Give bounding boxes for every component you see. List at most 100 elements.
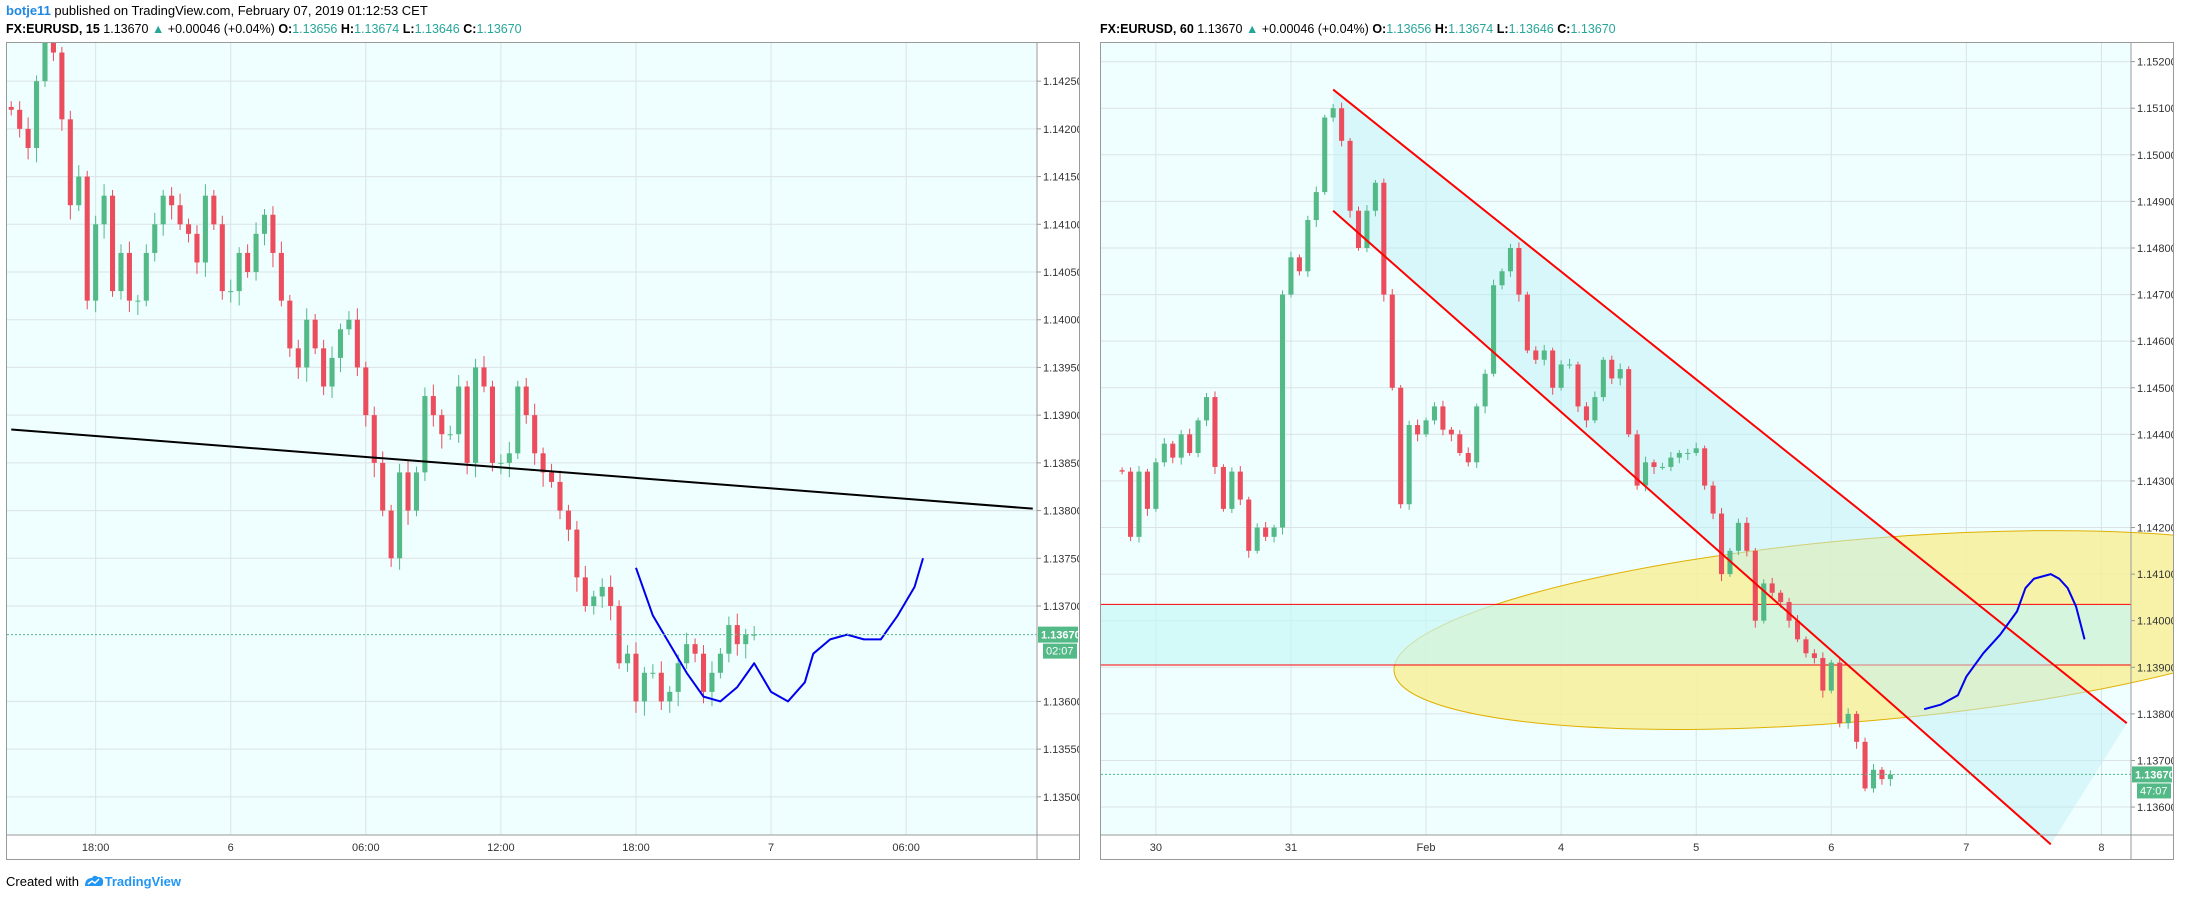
candle-body	[1550, 350, 1556, 388]
candle-body	[489, 386, 495, 463]
right-symbol[interactable]: FX:EURUSD, 60	[1100, 22, 1194, 36]
right-chart-panel[interactable]: 1.15200 1.15100 1.15000 1.14900 1.14800 1.147…	[1100, 42, 2192, 860]
candle-body	[717, 653, 723, 673]
candle-body	[1727, 550, 1733, 575]
candle-body	[1617, 369, 1623, 379]
tradingview-brand[interactable]: TradingView	[104, 874, 181, 889]
candle-body	[169, 195, 175, 206]
channel-fill	[1333, 89, 2127, 845]
candle-body	[101, 195, 107, 225]
candle-body	[34, 81, 40, 148]
candle-body	[304, 319, 310, 368]
x-tick-label: 4	[1558, 842, 1564, 854]
candle-body	[1600, 359, 1606, 398]
candle-body	[76, 176, 82, 206]
candle-body	[1575, 364, 1581, 407]
candle-body	[734, 625, 740, 645]
candle-body	[751, 634, 757, 636]
candle-body	[1271, 527, 1277, 537]
y-tick-label: 1.13500	[1043, 792, 1079, 804]
candle-body	[59, 52, 65, 120]
created-with-text: Created with	[6, 874, 79, 889]
candle-body	[641, 672, 647, 702]
countdown-text: 02:07	[1046, 646, 1074, 658]
candle-body	[574, 529, 580, 578]
candle-body	[1263, 527, 1269, 537]
candle-body	[1761, 583, 1767, 621]
candle-body	[1288, 257, 1294, 295]
candle-body	[1524, 294, 1530, 351]
candle-body	[93, 224, 99, 301]
right-low: 1.13646	[1508, 22, 1554, 36]
left-chart-panel[interactable]: 1.14250 1.14200 1.14150 1.14100 1.14050 1.140…	[6, 2, 1083, 860]
candle-body	[1220, 466, 1226, 509]
x-tick-label: 7	[1963, 842, 1969, 854]
candle-body	[1828, 662, 1834, 691]
right-chart-legend: FX:EURUSD, 60 1.13670 ▲ +0.00046 (+0.04%…	[1100, 22, 1616, 36]
left-symbol[interactable]: FX:EURUSD, 15	[6, 22, 100, 36]
candle-body	[633, 653, 639, 702]
candle-body	[1558, 364, 1564, 388]
y-tick-label: 1.13550	[1043, 744, 1079, 756]
y-tick-label: 1.14250	[1043, 76, 1079, 88]
tradingview-logo-icon[interactable]	[83, 874, 105, 891]
candle-body	[625, 653, 631, 664]
projection-curve	[1923, 573, 2086, 711]
candle-body	[1643, 462, 1649, 486]
candle-body	[1702, 448, 1708, 486]
candle-body	[202, 195, 208, 263]
candle-body	[515, 386, 521, 454]
candle-body	[599, 586, 605, 597]
candle-body	[1693, 448, 1699, 453]
candle-body	[1786, 602, 1792, 621]
left-open: 1.13656	[292, 22, 338, 36]
candle-body	[1440, 406, 1446, 430]
candle-body	[1634, 434, 1640, 486]
candle-body	[1178, 434, 1184, 458]
candle-body	[1845, 713, 1851, 724]
y-tick-label: 1.15000	[2137, 150, 2173, 162]
x-tick-label: Feb	[1417, 842, 1436, 854]
price-label-text: 1.13670	[1041, 630, 1079, 642]
candle-body	[287, 300, 293, 349]
channel-upper-line	[1332, 88, 2128, 724]
candle-body	[185, 224, 192, 234]
candle-body	[321, 348, 327, 387]
x-tick-label: 5	[1693, 842, 1699, 854]
candle-body	[211, 195, 217, 225]
y-tick-label: 1.14000	[2137, 616, 2173, 628]
left-chart[interactable]: 1.14250 1.14200 1.14150 1.14100 1.14050 1.140…	[7, 2, 1083, 859]
candle-body	[1507, 247, 1513, 272]
candle-body	[1313, 192, 1319, 221]
candle-body	[1609, 359, 1615, 379]
y-tick-label: 1.13750	[1043, 553, 1079, 565]
candle-body	[84, 176, 90, 301]
author-name[interactable]: botje11	[6, 3, 51, 18]
candle-body	[1187, 434, 1193, 453]
candle-body	[278, 252, 284, 301]
x-tick-label: 06:00	[892, 842, 920, 854]
candle-body	[236, 252, 242, 292]
candle-body	[591, 596, 597, 606]
candle-body	[582, 577, 588, 606]
y-tick-label: 1.13700	[2137, 755, 2173, 767]
candle-body	[1153, 462, 1159, 509]
candle-body	[346, 319, 352, 330]
candle-body	[430, 396, 436, 416]
left-up-arrow-icon: ▲	[151, 22, 165, 36]
candle-body	[1364, 210, 1370, 248]
candle-body	[1870, 769, 1877, 789]
candle-body	[1448, 429, 1454, 435]
channel-lower-line	[1332, 209, 2052, 846]
candle-body	[1305, 220, 1311, 272]
candle-body	[456, 386, 462, 435]
candle-body	[506, 453, 512, 463]
candle-body	[1811, 653, 1817, 658]
right-change: +0.00046 (+0.04%)	[1261, 22, 1369, 36]
candle-body	[1769, 583, 1775, 593]
y-tick-label: 1.14200	[1043, 124, 1079, 136]
right-chart[interactable]: 1.15200 1.15100 1.15000 1.14900 1.14800 1.147…	[1101, 43, 2192, 859]
candle-body	[1246, 499, 1252, 551]
x-tick-label: 12:00	[487, 842, 515, 854]
candle-body	[439, 415, 445, 435]
